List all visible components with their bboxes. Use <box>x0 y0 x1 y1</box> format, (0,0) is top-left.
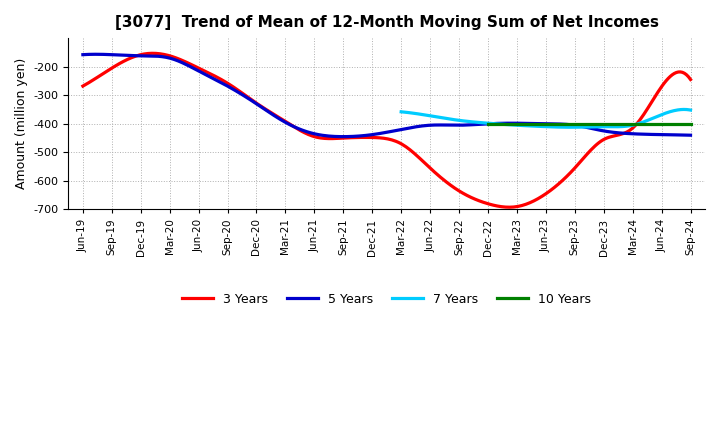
7 Years <box>575 125 583 130</box>
10 Years <box>656 121 665 126</box>
7 Years <box>660 111 669 116</box>
10 Years <box>669 121 678 126</box>
3 Years <box>452 187 461 192</box>
Line: 5 Years: 5 Years <box>83 54 690 137</box>
7 Years <box>570 125 579 130</box>
5 Years <box>444 122 453 128</box>
3 Years <box>595 140 603 145</box>
5 Years <box>595 128 603 133</box>
Line: 7 Years: 7 Years <box>401 110 690 127</box>
5 Years <box>91 51 99 57</box>
Line: 3 Years: 3 Years <box>83 53 690 207</box>
3 Years <box>78 84 87 89</box>
10 Years <box>488 121 497 126</box>
5 Years <box>686 132 695 138</box>
10 Years <box>485 121 493 126</box>
3 Years <box>686 77 695 82</box>
5 Years <box>78 52 87 57</box>
10 Years <box>609 121 618 126</box>
5 Years <box>338 134 347 139</box>
5 Years <box>81 52 89 57</box>
7 Years <box>566 125 575 130</box>
7 Years <box>686 107 695 113</box>
5 Years <box>454 123 463 128</box>
5 Years <box>442 122 451 128</box>
3 Years <box>148 51 156 56</box>
Y-axis label: Amount (million yen): Amount (million yen) <box>15 58 28 189</box>
5 Years <box>634 132 642 137</box>
7 Years <box>569 125 577 130</box>
3 Years <box>505 205 514 210</box>
3 Years <box>634 120 642 125</box>
Legend: 3 Years, 5 Years, 7 Years, 10 Years: 3 Years, 5 Years, 7 Years, 10 Years <box>177 288 596 311</box>
10 Years <box>686 121 695 126</box>
Title: [3077]  Trend of Mean of 12-Month Moving Sum of Net Incomes: [3077] Trend of Mean of 12-Month Moving … <box>114 15 659 30</box>
7 Years <box>398 109 407 114</box>
3 Years <box>81 82 89 88</box>
7 Years <box>397 109 405 114</box>
10 Years <box>506 121 515 126</box>
10 Years <box>605 121 613 126</box>
7 Years <box>642 118 650 124</box>
7 Years <box>680 107 688 112</box>
10 Years <box>606 121 614 126</box>
3 Years <box>442 180 451 185</box>
10 Years <box>484 121 492 126</box>
3 Years <box>441 178 449 183</box>
